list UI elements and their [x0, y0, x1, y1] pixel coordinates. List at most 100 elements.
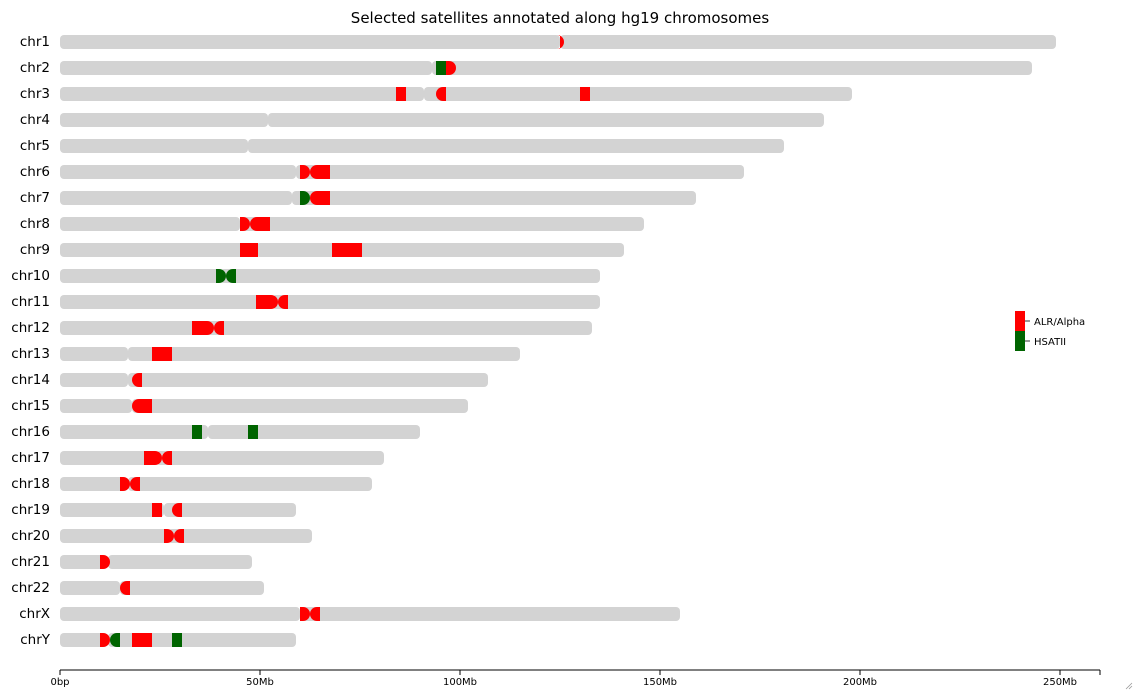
chromosome-label: chr5: [20, 138, 50, 154]
chromosome-q-arm: [200, 321, 592, 335]
satellite-alr-alpha: [152, 347, 172, 361]
x-tick-label: 150Mb: [643, 677, 677, 688]
satellite-alr-alpha: [172, 503, 182, 517]
chromosome-label: chr10: [11, 268, 50, 284]
chromosome-p-arm: [60, 529, 168, 543]
legend-swatch: [1015, 311, 1025, 331]
chromosome-row-chr21: chr21: [11, 554, 252, 570]
legend: ALR/Alpha HSATII: [1015, 311, 1085, 351]
chromosome-q-arm: [120, 581, 264, 595]
satellite-alr-alpha: [310, 607, 320, 621]
chromosome-label: chr4: [20, 112, 50, 128]
chromosome-p-arm: [60, 61, 432, 75]
chromosome-q-arm: [168, 529, 312, 543]
satellite-alr-alpha: [240, 217, 250, 231]
chromosome-q-arm: [132, 399, 468, 413]
satellite-hsatii: [226, 269, 236, 283]
chromosome-q-arm: [272, 295, 600, 309]
chromosome-q-arm: [296, 165, 744, 179]
chromosome-label: chr15: [11, 398, 50, 414]
chromosome-p-arm: [60, 425, 208, 439]
chromosome-p-arm: [60, 191, 292, 205]
resize-grip-icon: [1125, 682, 1133, 690]
x-tick-label: 250Mb: [1043, 677, 1077, 688]
satellite-alr-alpha: [580, 87, 590, 101]
chromosome-q-arm: [424, 87, 852, 101]
chromosome-label: chr11: [11, 294, 50, 310]
chart-title: Selected satellites annotated along hg19…: [351, 9, 770, 27]
satellite-alr-alpha: [120, 477, 130, 491]
chromosome-label: chr2: [20, 60, 50, 76]
chromosome-q-arm: [560, 35, 1056, 49]
chromosome-p-arm: [60, 581, 120, 595]
chromosome-row-chr14: chr14: [11, 372, 488, 388]
chromosome-row-chr18: chr18: [11, 476, 372, 492]
chromosome-label: chr3: [20, 86, 50, 102]
satellite-alr-alpha: [332, 243, 362, 257]
chromosome-row-chr19: chr19: [11, 502, 296, 518]
chromosome-row-chr17: chr17: [11, 450, 384, 466]
chromosome-p-arm: [60, 165, 296, 179]
legend-item: HSATII: [1015, 331, 1066, 351]
satellite-hsatii: [248, 425, 258, 439]
satellite-hsatii: [300, 191, 310, 205]
chromosome-label: chrX: [19, 606, 50, 622]
chromosome-p-arm: [60, 607, 300, 621]
chromosome-row-chr9: chr9: [20, 242, 624, 258]
chromosome-row-chr16: chr16: [11, 424, 420, 440]
chromosome-q-arm: [128, 373, 488, 387]
x-tick-label: 0bp: [50, 677, 69, 688]
satellite-alr-alpha: [240, 243, 258, 257]
chromosome-label: chr22: [11, 580, 50, 596]
chromosome-p-arm: [60, 347, 128, 361]
chromosome-label: chrY: [20, 632, 51, 648]
legend-item: ALR/Alpha: [1015, 311, 1085, 331]
satellite-alr-alpha: [278, 295, 288, 309]
chromosome-row-chr5: chr5: [20, 138, 784, 154]
satellite-alr-alpha: [100, 633, 110, 647]
chromosome-row-chr2: chr2: [20, 60, 1032, 76]
chromosome-label: chr17: [11, 450, 50, 466]
satellite-alr-alpha: [164, 529, 174, 543]
chromosome-row-chr20: chr20: [11, 528, 312, 544]
chromosome-row-chr4: chr4: [20, 112, 824, 128]
chromosome-p-arm: [60, 87, 424, 101]
chromosome-q-arm: [300, 607, 680, 621]
chromosome-row-chr13: chr13: [11, 346, 520, 362]
chromosome-q-arm: [128, 477, 372, 491]
chromosome-q-arm: [164, 503, 296, 517]
chromosome-p-arm: [60, 295, 272, 309]
chromosome-label: chr1: [20, 34, 50, 50]
chromosome-p-arm: [60, 555, 108, 569]
chromosome-q-arm: [220, 269, 600, 283]
chromosome-row-chr3: chr3: [20, 86, 852, 102]
chromosome-p-arm: [60, 633, 108, 647]
chromosome-row-chr10: chr10: [11, 268, 600, 284]
chromosome-p-arm: [60, 269, 220, 283]
chromosome-p-arm: [60, 399, 132, 413]
chromosome-p-arm: [60, 139, 248, 153]
x-tick-label: 200Mb: [843, 677, 877, 688]
chromosome-row-chr1: chr1: [20, 34, 1056, 50]
chromosome-row-chrX: chrX: [19, 606, 680, 622]
chromosome-row-chr22: chr22: [11, 580, 264, 596]
chromosome-label: chr12: [11, 320, 50, 336]
satellite-alr-alpha: [446, 61, 456, 75]
satellite-alr-alpha: [436, 87, 446, 101]
chromosome-q-arm: [108, 633, 296, 647]
chromosome-label: chr20: [11, 528, 50, 544]
chromosome-row-chr12: chr12: [11, 320, 592, 336]
chromosome-label: chr14: [11, 372, 50, 388]
satellite-alr-alpha: [192, 321, 214, 335]
chromosome-row-chrY: chrY: [20, 632, 296, 648]
chromosome-label: chr6: [20, 164, 50, 180]
legend-label: HSATII: [1034, 337, 1066, 348]
chromosome-p-arm: [60, 113, 268, 127]
chromosome-row-chr8: chr8: [20, 216, 644, 232]
satellite-alr-alpha: [310, 191, 330, 205]
chromosome-label: chr8: [20, 216, 50, 232]
satellite-alr-alpha: [310, 165, 330, 179]
chromosome-q-arm: [156, 451, 384, 465]
chromosome-q-arm: [128, 347, 520, 361]
